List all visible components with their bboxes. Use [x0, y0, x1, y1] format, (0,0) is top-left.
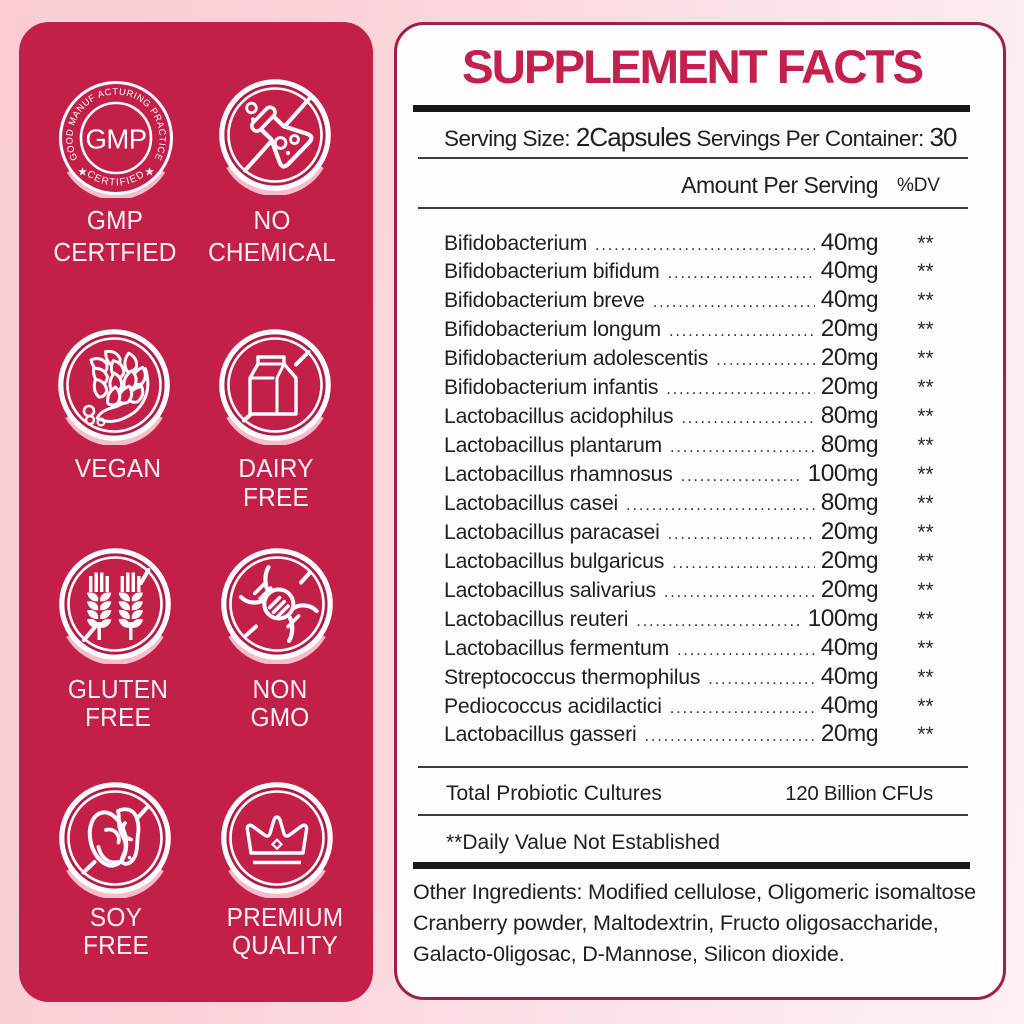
svg-text:★: ★ [144, 166, 154, 178]
svg-text:CERTIFIED: CERTIFIED [85, 168, 148, 188]
svg-text:★: ★ [77, 166, 87, 178]
svg-text:GMP: GMP [85, 123, 146, 154]
